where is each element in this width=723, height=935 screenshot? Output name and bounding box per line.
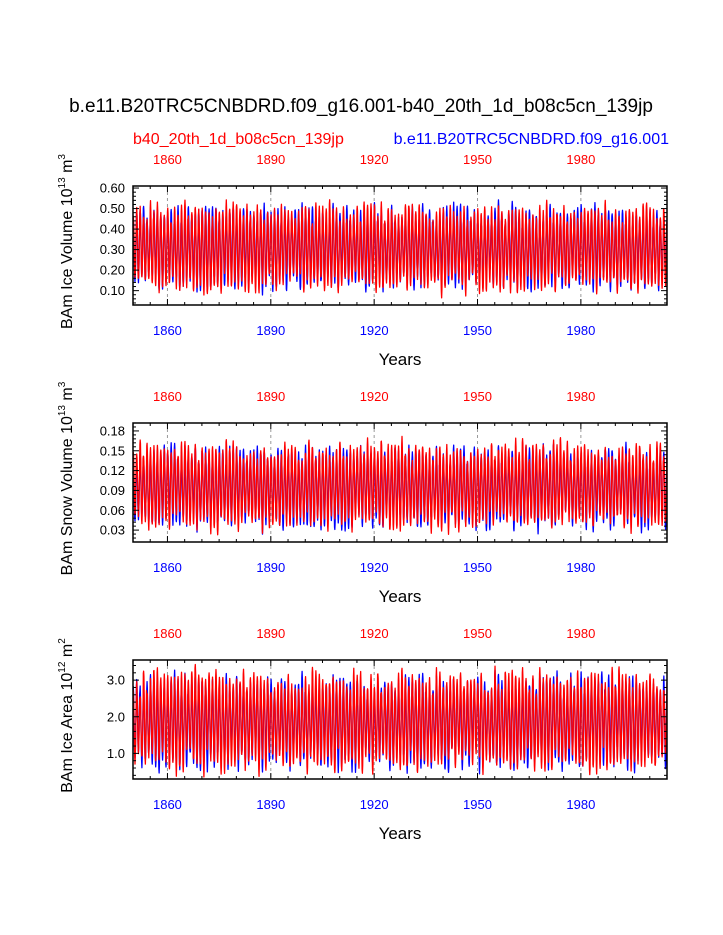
plot-frame	[132, 659, 668, 780]
x-tick-label-bottom: 1920	[360, 323, 389, 338]
x-tick-label-bottom: 1950	[463, 560, 492, 575]
x-tick-label-bottom: 1860	[153, 797, 182, 812]
x-tick-label-bottom: 1890	[256, 797, 285, 812]
y-axis-label: BAm Ice Volume 1013 m3	[57, 154, 76, 329]
y-tick-label: 1.0	[107, 746, 125, 761]
y-tick-label: 0.20	[100, 263, 125, 278]
x-tick-label-top: 1950	[463, 152, 492, 167]
x-tick-label-top: 1980	[566, 626, 595, 641]
x-tick-label-top: 1920	[360, 626, 389, 641]
y-tick-label: 3.0	[107, 673, 125, 688]
x-tick-label-top: 1980	[566, 389, 595, 404]
y-tick-label: 0.09	[100, 483, 125, 498]
x-tick-label-top: 1920	[360, 152, 389, 167]
x-tick-label-top: 1950	[463, 626, 492, 641]
y-tick-label: 0.15	[100, 443, 125, 458]
figure-title: b.e11.B20TRC5CNBDRD.f09_g16.001-b40_20th…	[69, 96, 653, 117]
legend-label-red: b40_20th_1d_b08c5cn_139jp	[133, 131, 344, 148]
x-tick-label-bottom: 1890	[256, 323, 285, 338]
series-line-red	[133, 435, 667, 536]
y-tick-label: 2.0	[107, 709, 125, 724]
y-tick-label: 0.06	[100, 503, 125, 518]
x-axis-label: Years	[379, 350, 422, 369]
series-group	[133, 435, 667, 536]
x-tick-label-top: 1950	[463, 389, 492, 404]
x-tick-label-bottom: 1950	[463, 323, 492, 338]
x-tick-label-top: 1980	[566, 152, 595, 167]
y-tick-label: 0.18	[100, 423, 125, 438]
x-tick-label-top: 1860	[153, 626, 182, 641]
x-tick-label-bottom: 1980	[566, 797, 595, 812]
y-tick-label: 0.60	[100, 181, 125, 196]
x-axis-label: Years	[379, 824, 422, 843]
x-tick-label-bottom: 1950	[463, 797, 492, 812]
y-axis-label: BAm Snow Volume 1013 m3	[57, 381, 76, 575]
x-tick-label-bottom: 1920	[360, 560, 389, 575]
y-tick-label: 0.40	[100, 222, 125, 237]
series-group	[133, 199, 667, 299]
y-tick-label: 0.50	[100, 201, 125, 216]
x-tick-label-bottom: 1860	[153, 323, 182, 338]
x-tick-label-top: 1860	[153, 389, 182, 404]
x-tick-label-top: 1890	[256, 152, 285, 167]
series-line-red	[133, 199, 667, 299]
panel-ice-area: 1.0 2.0 3.0 1860 1860 1890 1890 1920 1920 1950 195…	[57, 626, 668, 843]
x-tick-label-top: 1890	[256, 626, 285, 641]
x-tick-label-bottom: 1920	[360, 797, 389, 812]
y-axis-label: BAm Ice Area 1012 m2	[57, 638, 76, 793]
legend-label-blue: b.e11.B20TRC5CNBDRD.f09_g16.001	[394, 131, 670, 148]
y-tick-label: 0.12	[100, 463, 125, 478]
y-tick-label: 0.03	[100, 523, 125, 538]
x-axis-label: Years	[379, 587, 422, 606]
panel-snow-volume: 0.03 0.06 0.09 0.12 0.15 0.18 1860 1860 1890 1890…	[57, 381, 668, 606]
y-tick-label: 0.30	[100, 242, 125, 257]
x-tick-label-top: 1860	[153, 152, 182, 167]
panels: 0.10 0.20 0.30 0.40 0.50 0.60 1860 1890 1920 1950…	[57, 152, 668, 843]
x-tick-label-bottom: 1980	[566, 560, 595, 575]
x-tick-label-top: 1920	[360, 389, 389, 404]
series-group	[133, 663, 667, 778]
series-line-red	[133, 663, 667, 778]
x-tick-label-bottom: 1980	[566, 323, 595, 338]
x-tick-label-top: 1890	[256, 389, 285, 404]
x-tick-label-bottom: 1860	[153, 560, 182, 575]
panel-ice-volume: 0.10 0.20 0.30 0.40 0.50 0.60 1860 1890 1920 1950…	[57, 152, 668, 369]
x-tick-label-bottom: 1890	[256, 560, 285, 575]
y-tick-label: 0.10	[100, 283, 125, 298]
